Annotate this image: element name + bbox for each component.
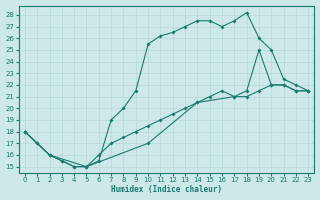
X-axis label: Humidex (Indice chaleur): Humidex (Indice chaleur)	[111, 185, 222, 194]
